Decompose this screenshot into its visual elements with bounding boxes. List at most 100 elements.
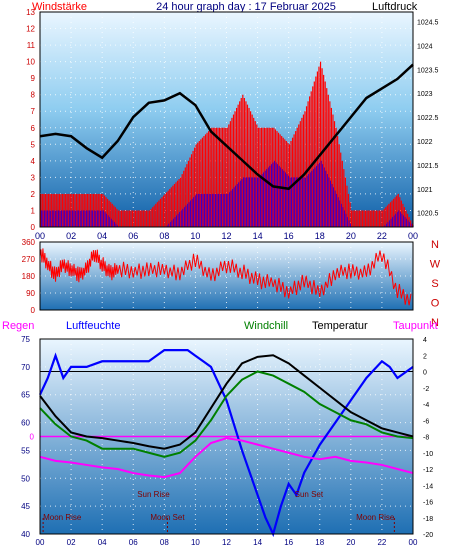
temperature-humidity-chart: Regen Luftfeuchte Windchill Temperatur T… — [2, 320, 438, 547]
chart3-annotation-label: Moon Set — [150, 513, 185, 522]
chart3-left-tick-label: 70 — [21, 363, 30, 372]
temperature-label: Temperatur — [312, 320, 368, 332]
chart1-right-tick-label: 1020.5 — [417, 211, 439, 218]
chart2-right-compass-label: N — [431, 239, 439, 251]
windchill-label: Windchill — [244, 320, 288, 332]
wind-strength-label: Windstärke — [32, 1, 87, 13]
chart2-left-tick-label: 360 — [22, 238, 36, 247]
chart3-right-tick-label: 0 — [423, 370, 427, 377]
temperature-line — [39, 354, 414, 450]
chart3-left-tick-label: 60 — [21, 419, 30, 428]
chart3-right-tick-label: -16 — [423, 500, 433, 507]
chart3-right-tick-label: -4 — [423, 402, 429, 409]
chart3-right-tick-label: -8 — [423, 435, 429, 442]
chart1-x-tick-label: 16 — [284, 231, 294, 241]
wind-pressure-chart: Windstärke 24 hour graph day : 17 Februa… — [26, 1, 438, 241]
chart3-right-tick-label: -10 — [423, 451, 433, 458]
air-pressure-label: Luftdruck — [372, 1, 418, 13]
chart3-x-tick-label: 00 — [36, 538, 45, 547]
chart2-right-compass-label: W — [430, 259, 441, 271]
chart3-x-tick-label: 10 — [191, 538, 200, 547]
chart1-left-tick-label: 9 — [31, 74, 36, 83]
chart1-right-tick-label: 1023.5 — [417, 67, 439, 74]
chart3-right-tick-label: -14 — [423, 483, 433, 490]
chart3-x-tick-label: 06 — [129, 538, 138, 547]
chart3-right-tick-label: -2 — [423, 386, 429, 393]
chart2-left-tick-label: 0 — [31, 306, 36, 315]
chart1-x-tick-label: 10 — [190, 231, 200, 241]
chart1-x-tick-label: 20 — [346, 231, 356, 241]
chart1-pressure-line — [39, 63, 414, 191]
chart1-right-tick-label: 1024.5 — [417, 20, 439, 27]
chart1-left-tick-label: 3 — [31, 173, 36, 182]
chart3-left-tick-label: 65 — [21, 391, 30, 400]
chart1-left-tick-label: 4 — [31, 157, 36, 166]
chart3-x-tick-label: 22 — [377, 538, 386, 547]
chart1-x-tick-label: 14 — [253, 231, 263, 241]
chart1-right-tick-label: 1021.5 — [417, 163, 439, 170]
chart3-x-tick-label: 00 — [409, 538, 418, 547]
chart3-left-tick-label: 75 — [21, 335, 30, 344]
chart3-x-tick-label: 12 — [222, 538, 231, 547]
chart2-right-compass-label: S — [431, 278, 438, 290]
chart3-annotation-label: Sun Set — [295, 490, 324, 499]
chart1-right-tick-label: 1022 — [417, 139, 433, 146]
chart1-left-tick-label: 8 — [31, 91, 36, 100]
rain-label: Regen — [2, 320, 34, 332]
chart3-x-tick-label: 14 — [253, 538, 262, 547]
chart3-grid — [39, 338, 414, 535]
chart1-right-tick-label: 1024 — [417, 43, 433, 50]
chart3-frame — [39, 338, 414, 535]
humidity-label: Luftfeuchte — [66, 320, 120, 332]
wind-direction-line — [39, 248, 412, 306]
chart3-right-tick-label: 2 — [423, 353, 427, 360]
chart3-x-tick-label: 02 — [67, 538, 76, 547]
dewpoint-label: Taupunkt — [393, 320, 438, 332]
chart-title: 24 hour graph day : 17 Februar 2025 — [156, 1, 336, 13]
chart1-left-tick-label: 7 — [31, 107, 36, 116]
chart1-left-tick-label: 10 — [26, 58, 35, 67]
chart2-right-compass-label: O — [431, 298, 440, 310]
chart3-right-tick-label: -6 — [423, 418, 429, 425]
chart1-left-tick-label: 1 — [31, 206, 36, 215]
chart2-left-tick-label: 270 — [22, 255, 36, 264]
chart3-lines — [39, 349, 414, 538]
chart1-left-tick-label: 0 — [31, 223, 36, 232]
chart1-x-tick-label: 02 — [66, 231, 76, 241]
chart2-right-compass-label: N — [431, 317, 439, 329]
chart2-frame — [39, 241, 414, 311]
dewpoint-line — [39, 437, 414, 479]
chart3-right-tick-label: 4 — [423, 337, 427, 344]
chart3-right-tick-label: -18 — [423, 516, 433, 523]
chart3-right-tick-label: -12 — [423, 467, 433, 474]
chart1-x-tick-label: 04 — [97, 231, 107, 241]
chart1-left-tick-label: 11 — [27, 41, 36, 50]
chart1-left-tick-label: 12 — [26, 25, 35, 34]
chart3-x-tick-label: 04 — [98, 538, 107, 547]
chart1-left-tick-label: 13 — [26, 8, 35, 17]
chart2-left-tick-label: 90 — [26, 289, 35, 298]
chart3-left-tick-label: 50 — [21, 474, 30, 483]
chart1-x-tick-label: 22 — [377, 231, 387, 241]
chart3-annotation-label: Sun Rise — [137, 490, 170, 499]
chart1-x-tick-label: 12 — [221, 231, 231, 241]
chart1-left-tick-label: 6 — [31, 124, 36, 133]
chart1-x-tick-label: 06 — [128, 231, 138, 241]
chart3-annotations: Moon Rise Moon Set Moon Rise Sun Rise Sun Se… — [42, 490, 395, 534]
chart3-left-tick-label: 40 — [21, 530, 30, 539]
chart1-frame — [39, 11, 414, 228]
chart2-direction-line — [39, 248, 412, 306]
chart1-wind-bars — [40, 61, 414, 227]
chart1-right-tick-label: 1021 — [417, 187, 433, 194]
chart1-right-tick-label: 1022.5 — [417, 115, 439, 122]
chart3-x-tick-label: 16 — [284, 538, 293, 547]
pressure-line — [39, 63, 414, 191]
chart1-left-tick-label: 2 — [31, 190, 36, 199]
chart1-x-tick-label: 00 — [35, 231, 45, 241]
chart1-left-tick-label: 5 — [31, 140, 36, 149]
